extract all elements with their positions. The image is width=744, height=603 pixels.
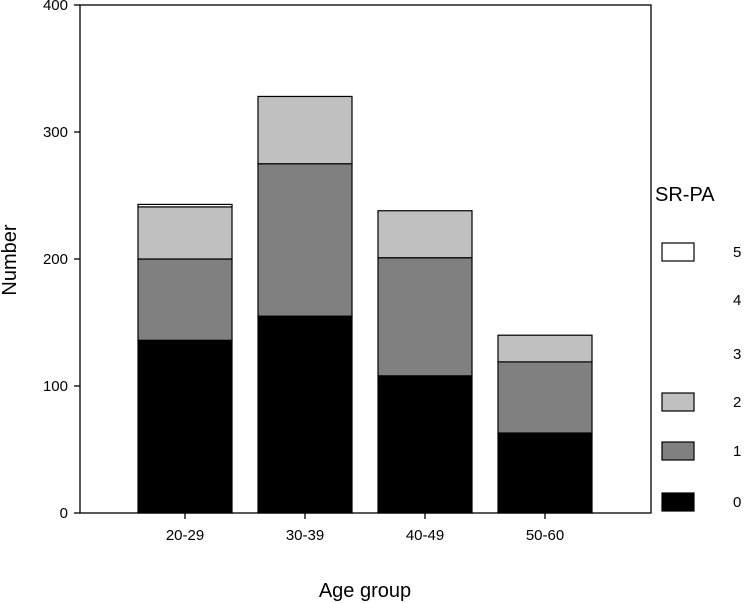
legend-title: SR-PA: [655, 184, 715, 206]
plot-area: 0 100 200 300 400 20-29 30-39 40-49 50-60: [43, 0, 652, 544]
legend-label-srpa-2: 2: [733, 394, 741, 411]
bar-segment-50-60-srpa-1: [497, 361, 593, 434]
y-axis-title: Number: [0, 224, 21, 295]
bar-segment-40-49-srpa-0: [377, 375, 473, 514]
bar-segment-50-60-srpa-0: [497, 432, 593, 514]
y-tick-label: 300: [43, 124, 68, 141]
x-tick-label: 50-60: [526, 527, 564, 544]
legend-label-srpa-3: 3: [733, 346, 741, 363]
legend-swatch-srpa-2: [661, 392, 695, 412]
legend-label-srpa-5: 5: [733, 244, 741, 261]
legend-swatch-srpa-5: [661, 242, 695, 262]
legend-label-srpa-4: 4: [733, 292, 741, 309]
bar-segment-30-39-srpa-1: [257, 163, 353, 317]
x-axis-title: Age group: [319, 580, 411, 602]
bar-segment-20-29-srpa-5: [137, 203, 233, 208]
bar-segment-30-39-srpa-2: [257, 95, 353, 165]
bar-segment-40-49-srpa-1: [377, 257, 473, 377]
bar-segment-40-49-srpa-2: [377, 210, 473, 259]
y-tick-label: 0: [60, 505, 68, 522]
x-tick-label: 30-39: [286, 527, 324, 544]
x-tick-label: 40-49: [406, 527, 444, 544]
bar-segment-20-29-srpa-0: [137, 339, 233, 514]
y-tick-label: 100: [43, 378, 68, 395]
bar-segment-20-29-srpa-1: [137, 258, 233, 341]
legend-swatch-srpa-0: [661, 492, 695, 512]
bar-segment-50-60-srpa-2: [497, 334, 593, 363]
legend: SR-PA 5 4 3 2 1 0: [655, 184, 741, 512]
bar-segment-30-39-srpa-0: [257, 315, 353, 514]
legend-swatch-srpa-1: [661, 441, 695, 461]
y-tick-label: 200: [43, 251, 68, 268]
bar-segment-20-29-srpa-2: [137, 206, 233, 260]
y-tick-label: 400: [43, 0, 68, 14]
legend-label-srpa-1: 1: [733, 443, 741, 460]
legend-label-srpa-0: 0: [733, 494, 741, 511]
x-tick-label: 20-29: [166, 527, 204, 544]
